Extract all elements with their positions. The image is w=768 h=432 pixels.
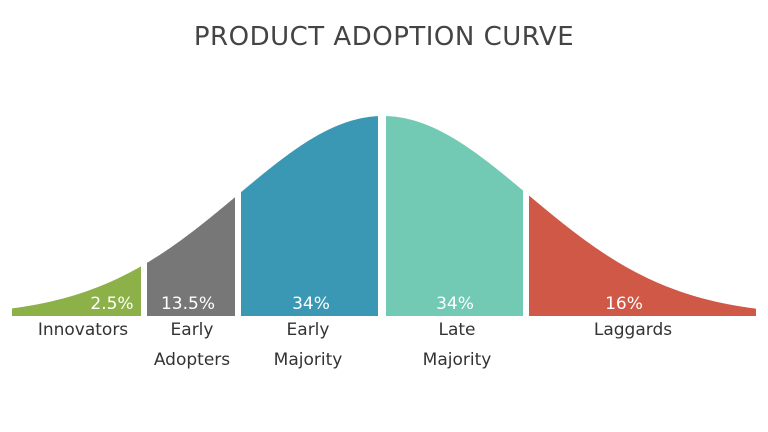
curve-segment-4 (386, 116, 523, 316)
category-label: Majority (274, 350, 343, 370)
curve-segment-5 (529, 195, 756, 316)
category-label: Laggards (594, 320, 672, 340)
segment-value-label: 2.5% (90, 294, 133, 314)
category-label: Innovators (38, 320, 128, 340)
category-label: Late (438, 320, 475, 340)
category-label: Early (287, 320, 330, 340)
curve-segment-2 (147, 197, 235, 316)
segment-value-label: 13.5% (161, 294, 215, 314)
segment-value-label: 16% (605, 294, 643, 314)
chart-title: PRODUCT ADOPTION CURVE (193, 22, 575, 52)
curve-segment-3 (241, 116, 378, 317)
category-label: Early (171, 320, 214, 340)
curve-segment-1 (12, 266, 141, 316)
category-label: Majority (423, 350, 492, 370)
segment-value-label: 34% (292, 294, 330, 314)
category-label: Adopters (154, 350, 230, 370)
segment-value-label: 34% (436, 294, 474, 314)
